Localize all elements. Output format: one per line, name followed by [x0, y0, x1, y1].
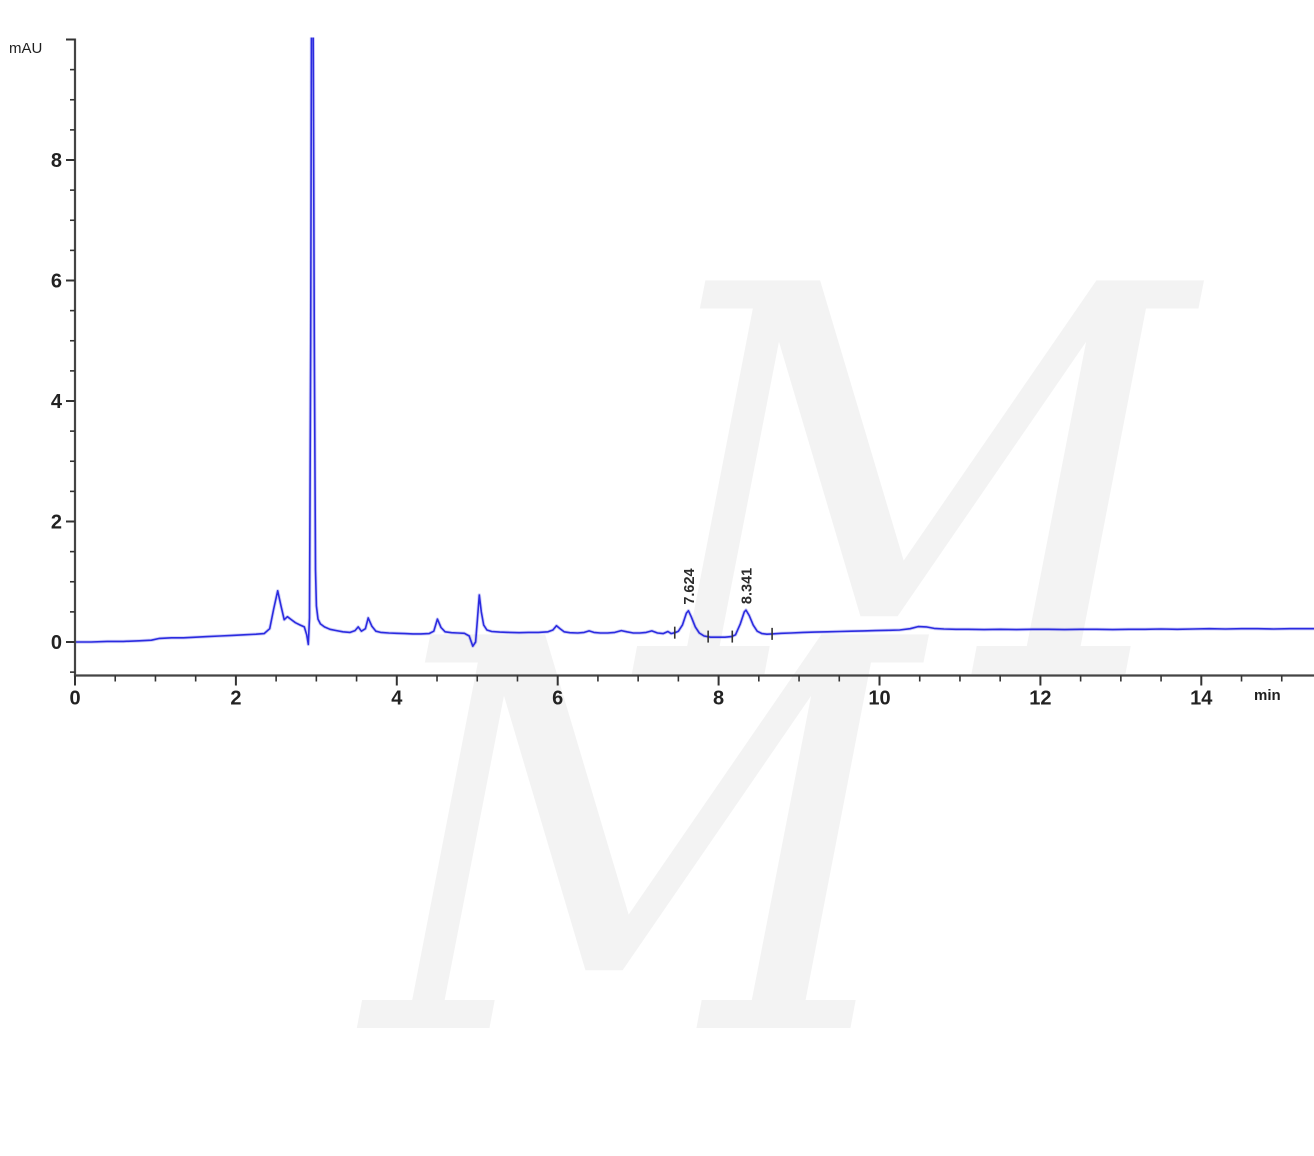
chromatogram-svg: 0 2 4 6 8 0 2 4 6 8 10 12 14 7.624 8.341	[51, 37, 1314, 710]
y-tick-label: 6	[51, 271, 62, 293]
x-tick-label: 4	[391, 688, 403, 710]
peak-label: 7.624	[682, 568, 698, 604]
x-tick-label: 2	[230, 688, 241, 710]
chromatogram-trace-halo	[75, 37, 1314, 648]
x-tick-label: 6	[552, 688, 563, 710]
chromatogram-trace-group	[75, 37, 1314, 648]
y-tick-label: 2	[51, 512, 62, 534]
y-tick-label: 4	[51, 391, 63, 413]
x-tick-label: 8	[713, 688, 724, 710]
y-tick-label: 0	[51, 632, 62, 654]
peak-label: 8.341	[740, 568, 756, 604]
axes: 0 2 4 6 8 0 2 4 6 8 10 12 14	[51, 38, 1314, 710]
y-tick-label: 8	[51, 150, 62, 172]
x-axis-unit-label: min	[1254, 687, 1281, 704]
y-axis-unit-label: mAU	[9, 40, 43, 57]
x-tick-label: 12	[1029, 688, 1051, 710]
x-tick-label: 0	[69, 688, 80, 710]
x-tick-label: 10	[868, 688, 890, 710]
x-tick-label: 14	[1190, 688, 1213, 710]
chromatogram-trace	[75, 37, 1314, 648]
